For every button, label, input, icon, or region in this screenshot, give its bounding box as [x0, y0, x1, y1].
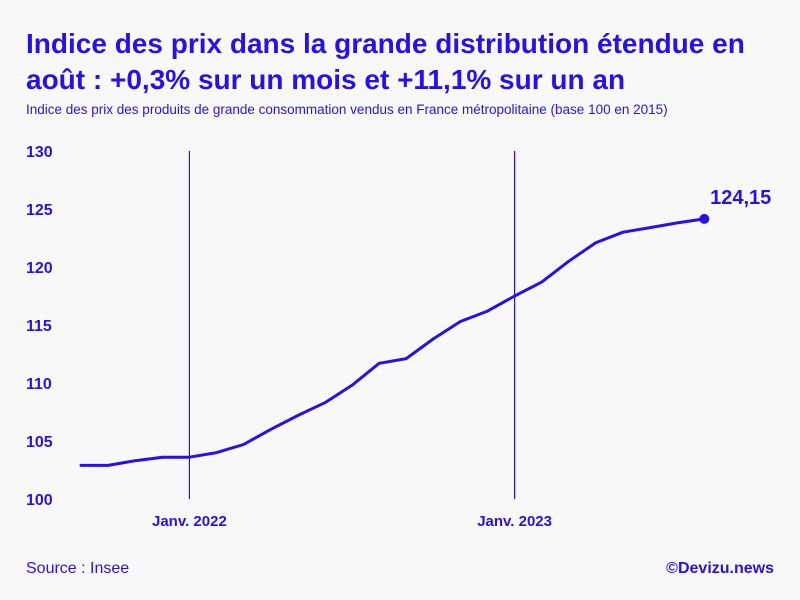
brand-credit: ©Devizu.news	[666, 560, 774, 577]
y-tick-label-110: 110	[26, 376, 52, 393]
last-value-label: 124,15	[710, 187, 771, 209]
last-value-point	[699, 213, 710, 224]
y-tick-label-130: 130	[26, 144, 53, 161]
price-index-line	[79, 217, 706, 467]
chart-title: Indice des prix dans la grande distribut…	[26, 28, 745, 95]
source-note: Source : Insee	[26, 560, 130, 577]
x-tick-label-2: Janv. 2023	[477, 513, 552, 530]
y-tick-label-100: 100	[26, 492, 53, 509]
chart-subtitle: Indice des prix des produits de grande c…	[26, 102, 668, 117]
x-tick-label-1: Janv. 2022	[152, 513, 227, 530]
y-tick-label-115: 115	[26, 318, 52, 335]
y-tick-label-120: 120	[26, 260, 53, 277]
y-tick-label-125: 125	[26, 202, 53, 219]
y-tick-label-105: 105	[26, 434, 53, 451]
